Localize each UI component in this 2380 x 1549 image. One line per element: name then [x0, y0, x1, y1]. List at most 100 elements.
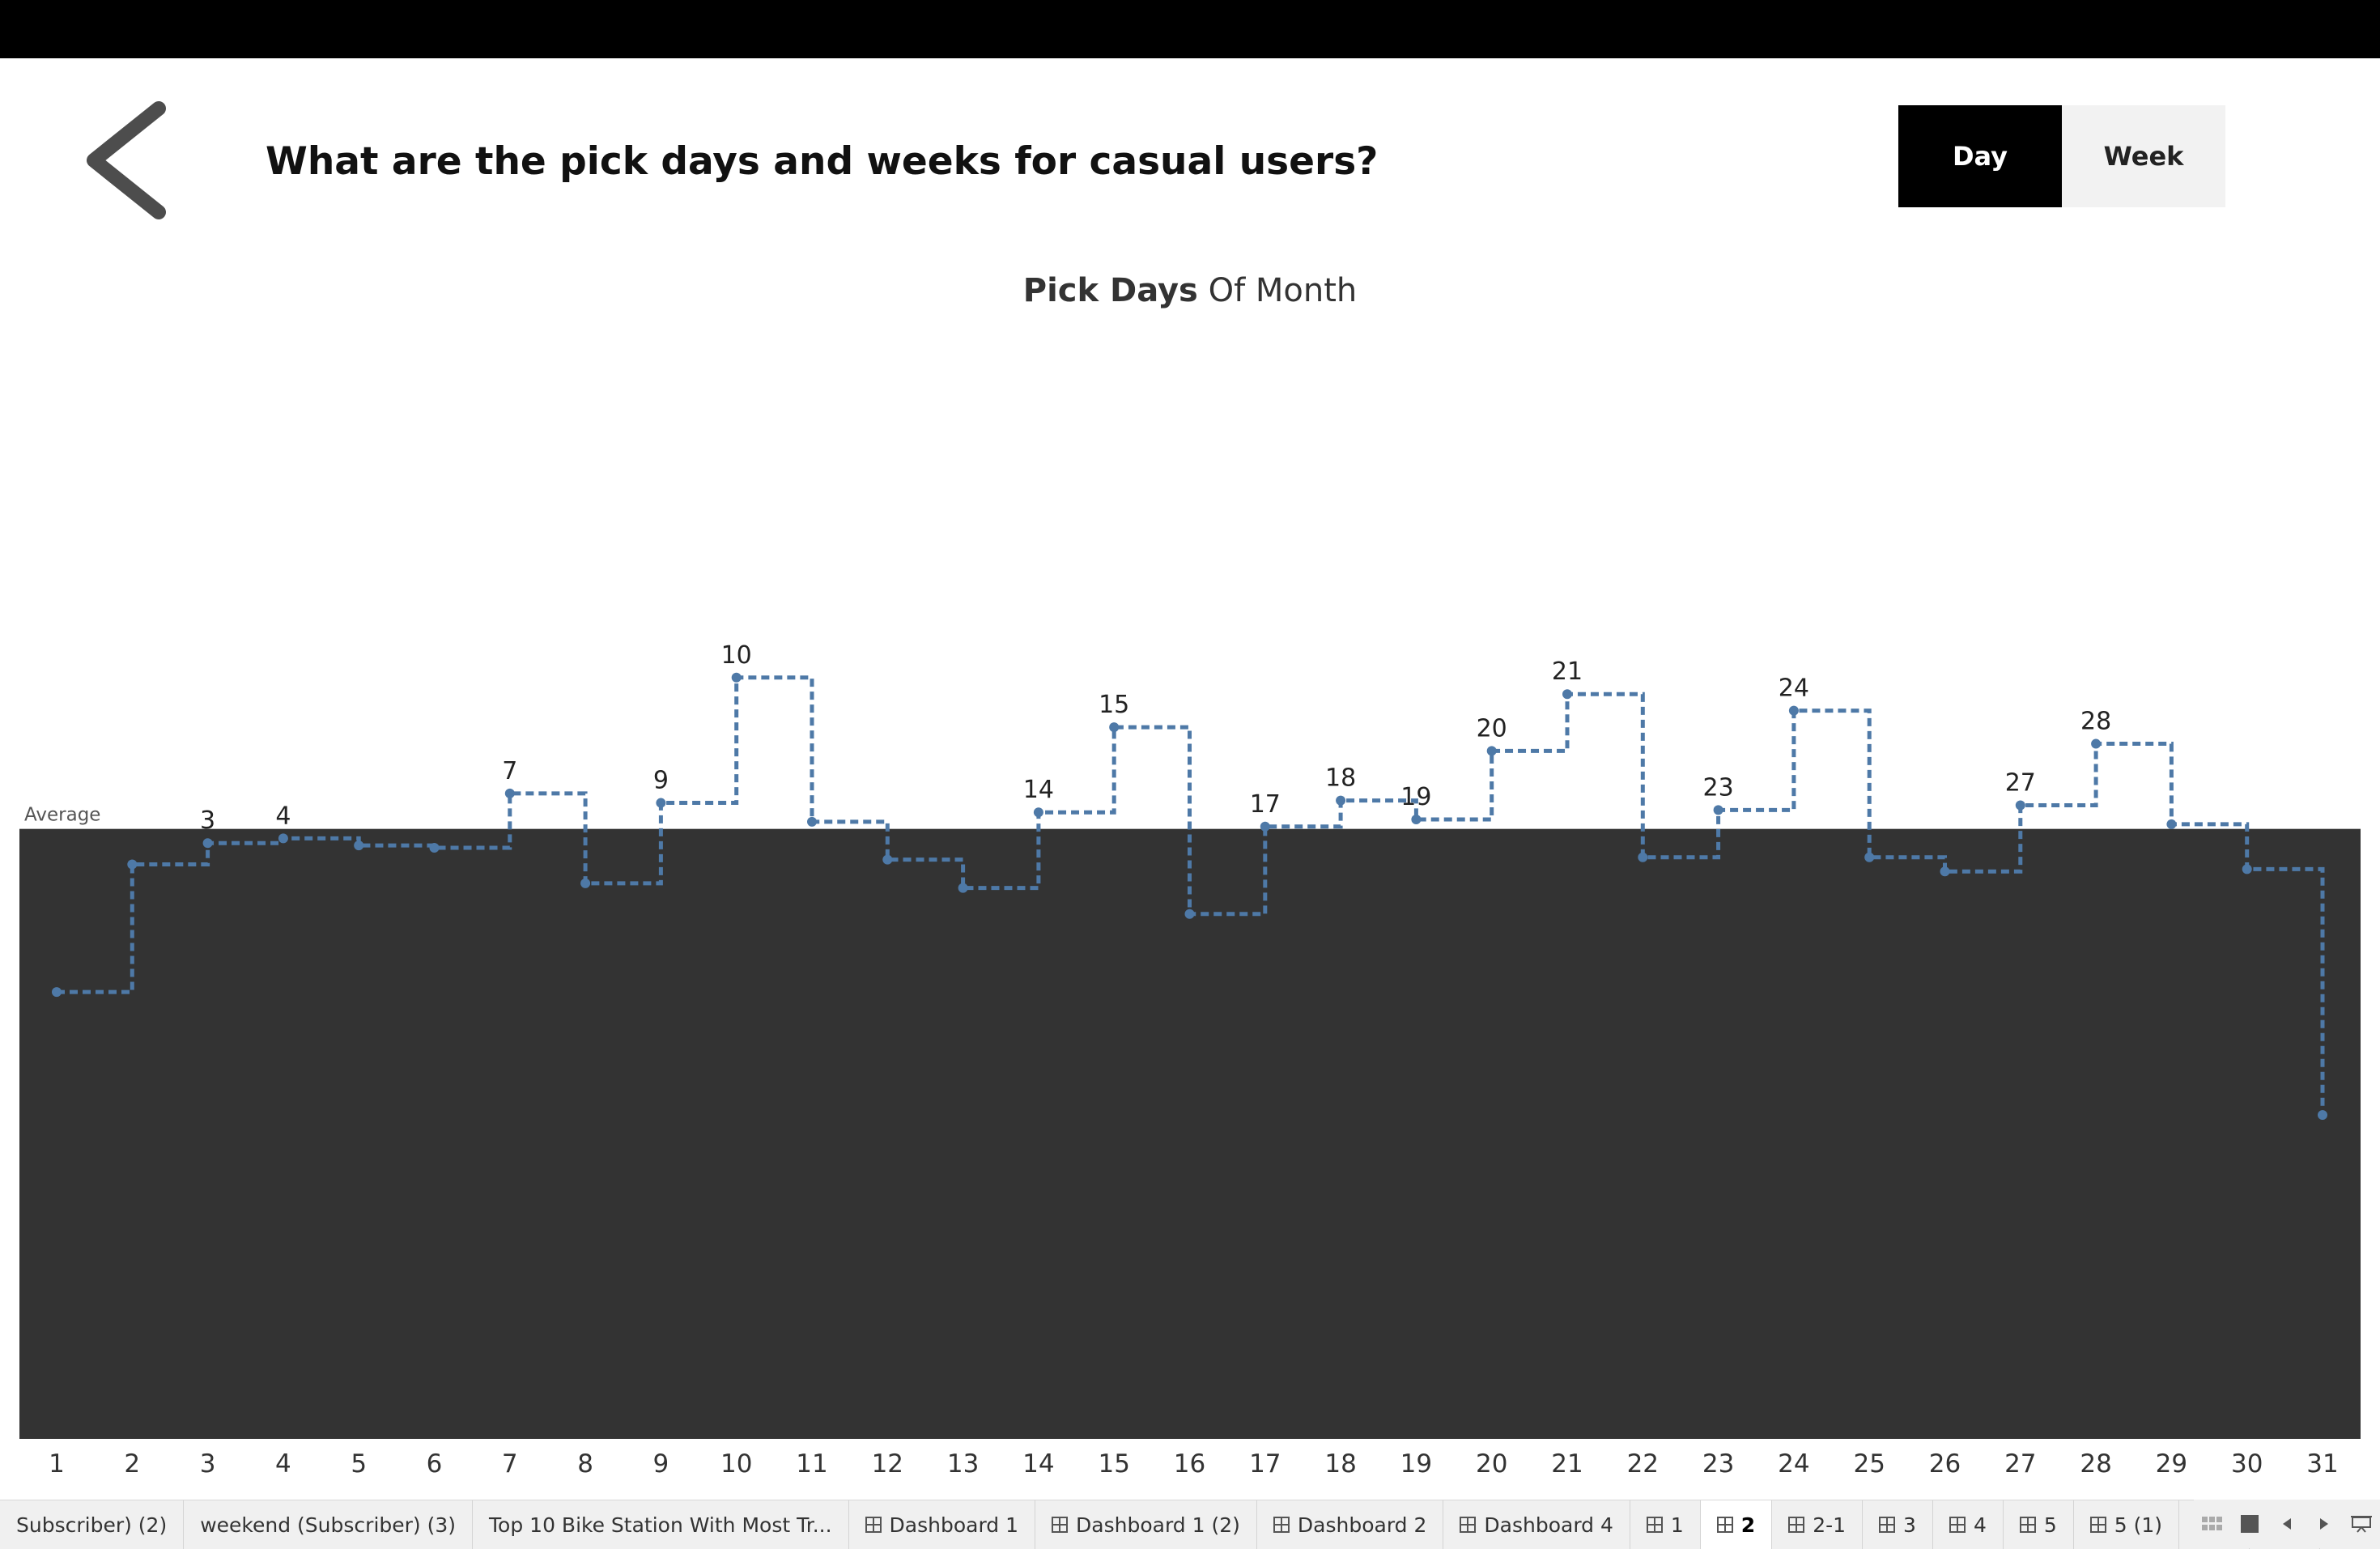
- point-label-18: 18: [1325, 764, 1356, 793]
- week-button[interactable]: Week: [2062, 105, 2225, 207]
- tab-controls: [2194, 1500, 2380, 1548]
- chevron-left-icon: [87, 101, 166, 219]
- x-tick-21: 21: [1551, 1449, 1583, 1479]
- data-point-13: [958, 883, 968, 893]
- data-point-16: [1184, 909, 1195, 919]
- data-point-1: [52, 987, 62, 998]
- sheet-tab[interactable]: weekend (Subscriber) (3): [184, 1500, 474, 1549]
- sheet-tab[interactable]: Dashboard 2: [1257, 1500, 1444, 1549]
- sheet-tab[interactable]: Dashboard 1: [849, 1500, 1036, 1549]
- sheet-tab-label: weekend (Subscriber) (3): [200, 1513, 457, 1537]
- point-label-24: 24: [1779, 674, 1809, 703]
- dashboard-grid-icon: [1646, 1517, 1663, 1533]
- top-bar: [0, 0, 2380, 58]
- day-week-toggle: Day Week: [1898, 105, 2225, 207]
- data-point-22: [1638, 852, 1648, 862]
- sheet-tab[interactable]: 5: [2004, 1500, 2074, 1549]
- x-tick-7: 7: [502, 1449, 518, 1479]
- sheet-tab-label: Dashboard 2: [1297, 1513, 1427, 1537]
- point-label-27: 27: [2005, 768, 2036, 797]
- x-tick-26: 26: [1929, 1449, 1961, 1479]
- point-label-3: 3: [200, 806, 215, 835]
- point-label-9: 9: [653, 767, 669, 795]
- x-tick-19: 19: [1400, 1449, 1432, 1479]
- data-point-20: [1486, 746, 1497, 756]
- x-tick-25: 25: [1853, 1449, 1885, 1479]
- dashboard-grid-icon: [1460, 1517, 1477, 1533]
- sheet-tab[interactable]: 2: [1700, 1500, 1773, 1549]
- dashboard-grid-icon: [1949, 1517, 1966, 1533]
- point-label-17: 17: [1250, 790, 1281, 819]
- x-tick-11: 11: [796, 1449, 827, 1479]
- dashboard-grid-icon: [2019, 1517, 2036, 1533]
- point-label-28: 28: [2080, 708, 2111, 736]
- data-point-2: [127, 859, 138, 870]
- data-point-29: [2166, 819, 2177, 829]
- x-tick-24: 24: [1778, 1449, 1809, 1479]
- x-tick-9: 9: [653, 1449, 669, 1479]
- x-tick-18: 18: [1324, 1449, 1356, 1479]
- grid-view-icon[interactable]: [2199, 1510, 2226, 1538]
- point-label-19: 19: [1400, 783, 1431, 811]
- point-label-20: 20: [1477, 714, 1507, 743]
- x-tick-16: 16: [1174, 1449, 1205, 1479]
- data-point-3: [202, 838, 213, 849]
- sheet-tab[interactable]: 1: [1630, 1500, 1701, 1549]
- dashboard-grid-icon: [865, 1517, 882, 1533]
- dashboard-grid-icon: [1788, 1517, 1805, 1533]
- x-tick-23: 23: [1702, 1449, 1734, 1479]
- day-button[interactable]: Day: [1898, 105, 2062, 207]
- data-point-17: [1260, 821, 1270, 832]
- sheet-tab-label: 4: [1973, 1513, 1987, 1537]
- sheet-tab-label: 5 (1): [2114, 1513, 2163, 1537]
- x-tick-13: 13: [947, 1449, 979, 1479]
- data-point-18: [1336, 795, 1346, 806]
- data-point-5: [354, 840, 364, 851]
- sheet-tab-label: Dashboard 4: [1484, 1513, 1613, 1537]
- data-point-9: [656, 798, 666, 808]
- scroll-left-icon[interactable]: [2273, 1510, 2301, 1538]
- x-tick-27: 27: [2004, 1449, 2036, 1479]
- sheet-tab[interactable]: Top 10 Bike Station With Most Tr...: [473, 1500, 849, 1549]
- back-button[interactable]: [78, 97, 183, 227]
- sheet-tab[interactable]: 4: [1933, 1500, 2004, 1549]
- presentation-icon[interactable]: [2348, 1510, 2375, 1538]
- point-label-21: 21: [1552, 657, 1583, 686]
- x-tick-14: 14: [1022, 1449, 1054, 1479]
- sheet-tab[interactable]: Dashboard 4: [1443, 1500, 1630, 1549]
- x-tick-31: 31: [2306, 1449, 2338, 1479]
- data-point-21: [1562, 689, 1572, 700]
- sheet-tab[interactable]: 5 (1): [2074, 1500, 2180, 1549]
- x-tick-20: 20: [1476, 1449, 1507, 1479]
- x-tick-30: 30: [2231, 1449, 2263, 1479]
- x-tick-12: 12: [872, 1449, 903, 1479]
- dashboard-grid-icon: [1716, 1517, 1733, 1533]
- sheet-tab-label: Dashboard 1: [889, 1513, 1019, 1537]
- x-tick-5: 5: [351, 1449, 367, 1479]
- data-point-24: [1788, 705, 1799, 716]
- sheet-tab[interactable]: 2-1: [1772, 1500, 1864, 1549]
- data-point-30: [2242, 864, 2252, 875]
- data-point-10: [731, 672, 742, 683]
- sheet-tab[interactable]: Dashboard 1 (2): [1035, 1500, 1257, 1549]
- dashboard-grid-icon: [1273, 1517, 1290, 1533]
- scroll-right-icon[interactable]: [2310, 1510, 2338, 1538]
- chart-title-rest: Of Month: [1197, 272, 1358, 309]
- data-point-12: [882, 854, 893, 865]
- sheet-tab[interactable]: 3: [1863, 1500, 1933, 1549]
- sheet-tab-bar: Subscriber) (2) weekend (Subscriber) (3) T…: [0, 1500, 2380, 1549]
- sheet-tab[interactable]: Subscriber) (2): [0, 1500, 185, 1549]
- x-tick-17: 17: [1249, 1449, 1281, 1479]
- point-label-7: 7: [502, 757, 517, 785]
- page-title: What are the pick days and weeks for cas…: [266, 139, 1379, 184]
- sheet-tab-label: 2-1: [1813, 1513, 1847, 1537]
- data-point-15: [1109, 722, 1120, 733]
- single-view-icon[interactable]: [2236, 1510, 2263, 1538]
- data-point-28: [2091, 738, 2102, 749]
- sheet-tab-label: 1: [1670, 1513, 1684, 1537]
- point-label-15: 15: [1099, 691, 1129, 719]
- x-tick-28: 28: [2080, 1449, 2111, 1479]
- data-point-23: [1713, 805, 1723, 815]
- data-point-19: [1411, 815, 1422, 824]
- average-label: Average: [24, 805, 100, 826]
